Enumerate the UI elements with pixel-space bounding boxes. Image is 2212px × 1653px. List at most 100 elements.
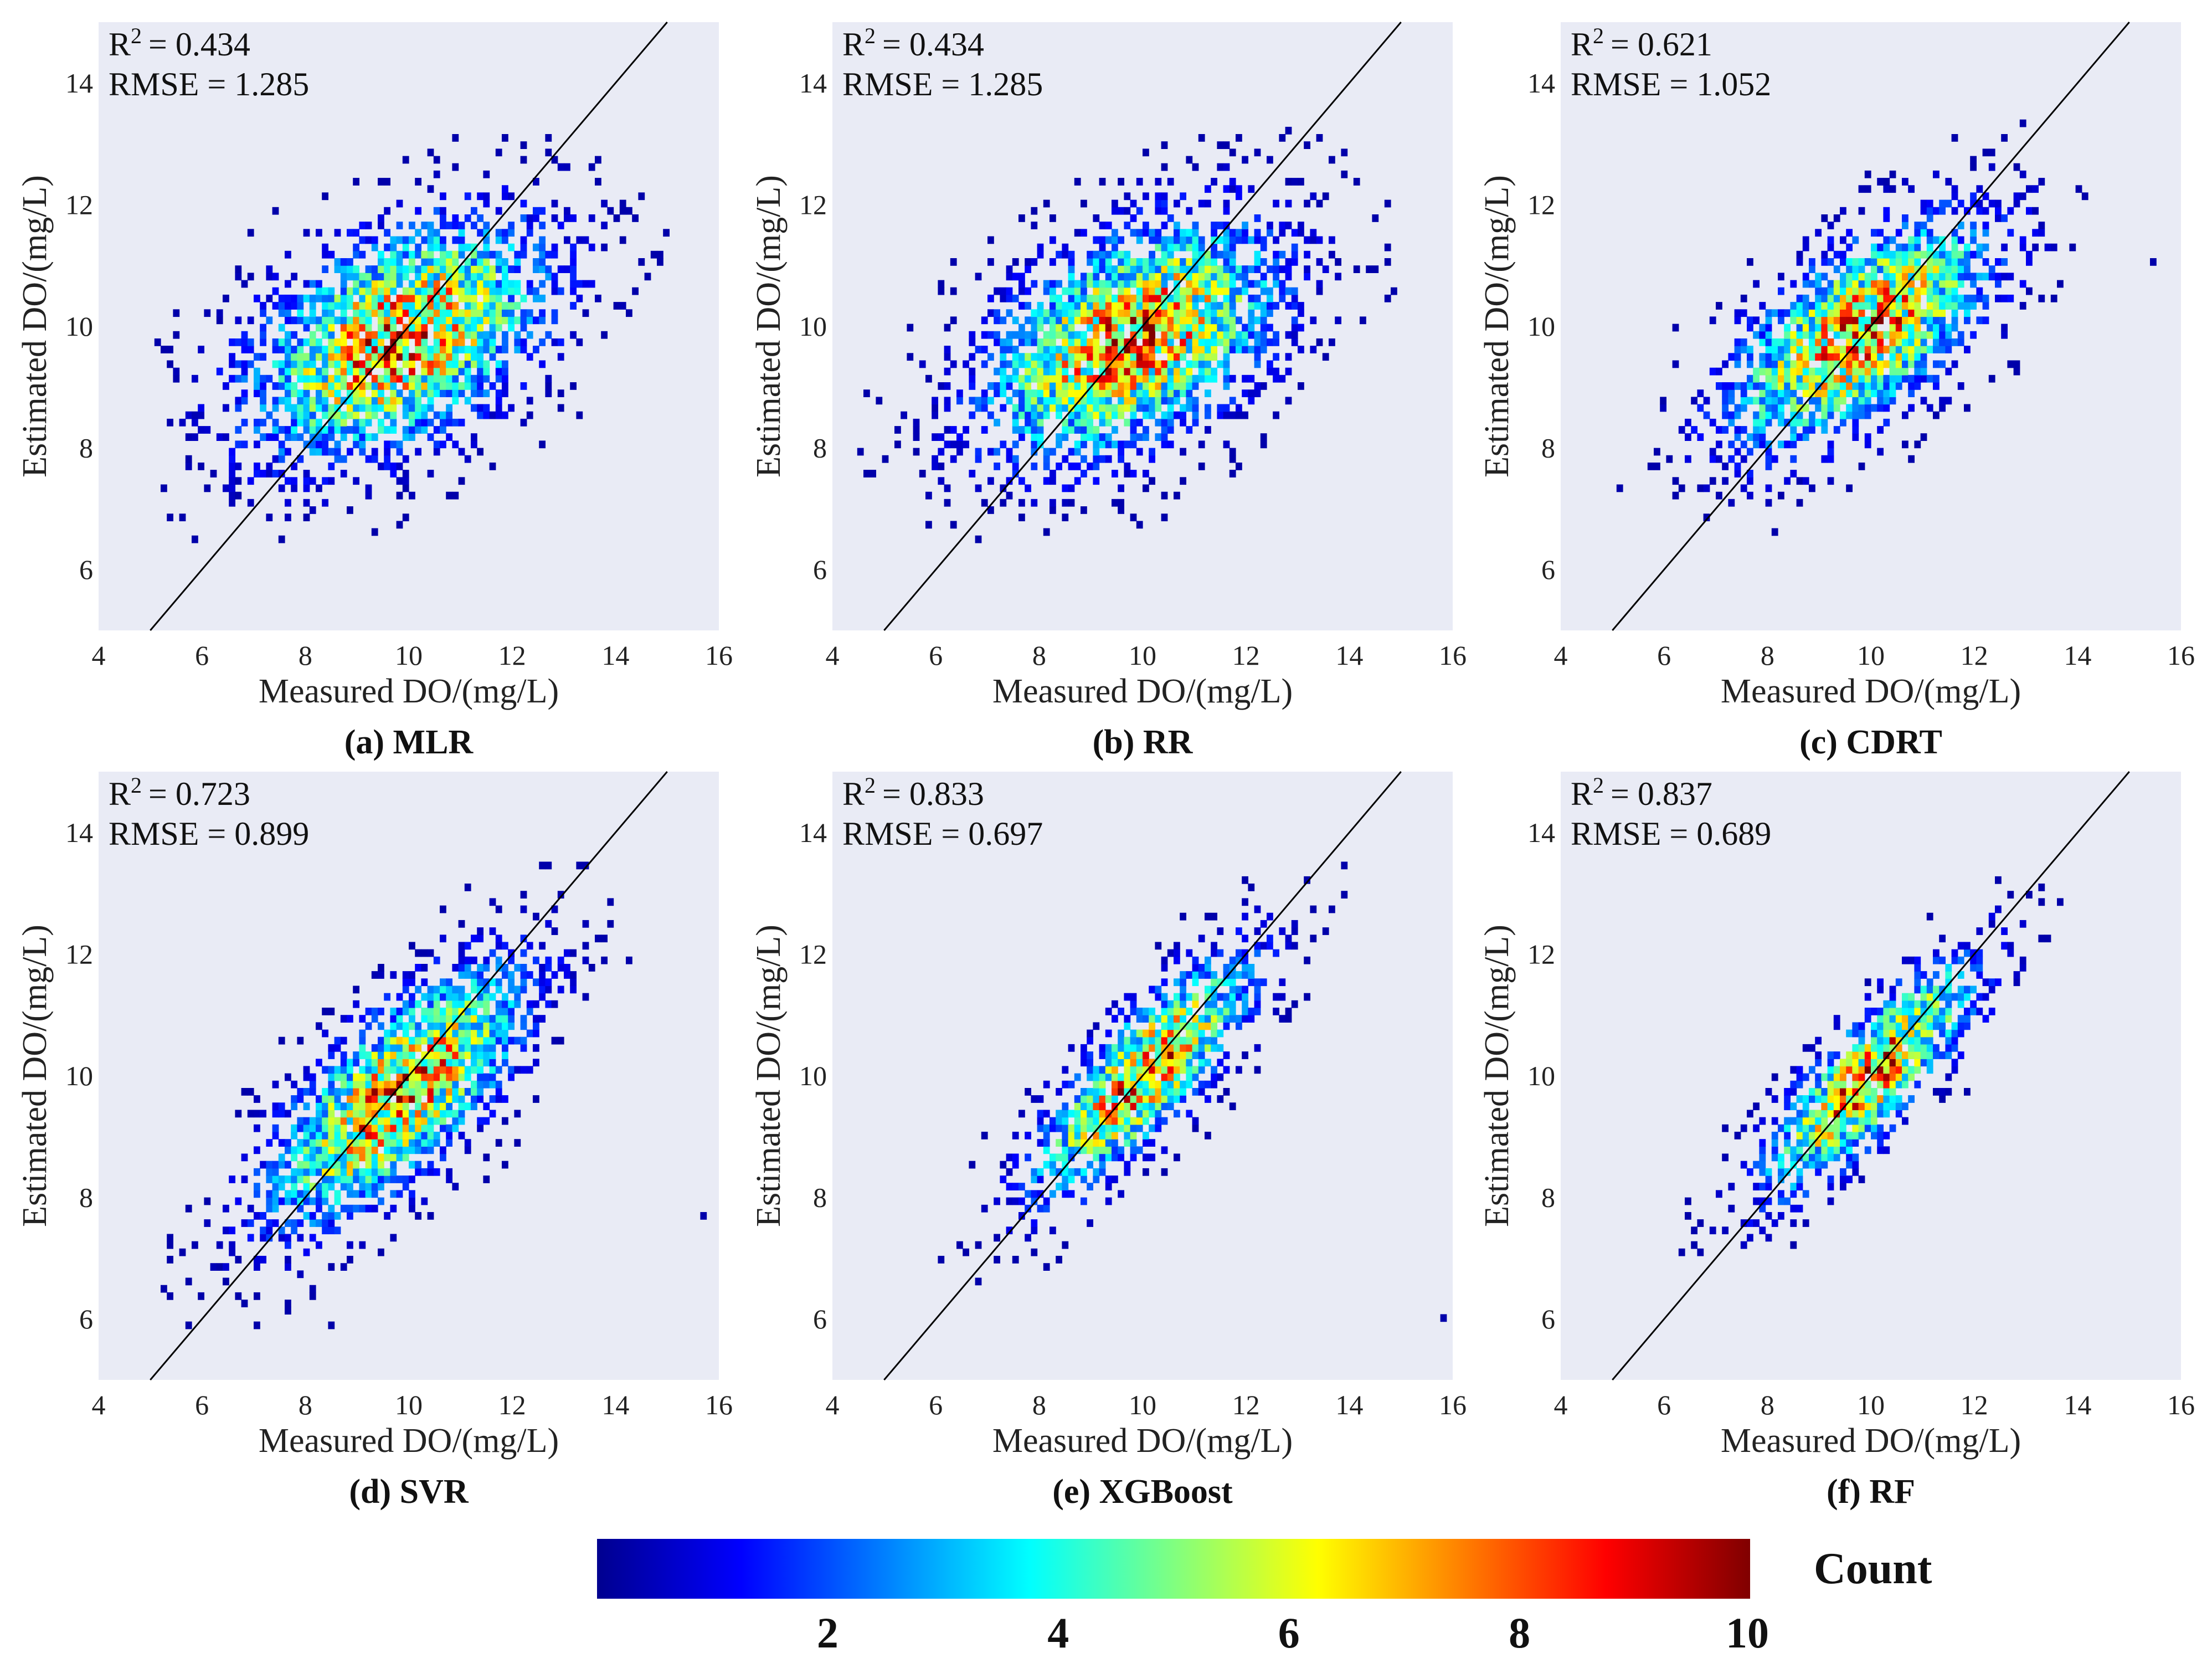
heatmap-cell <box>440 250 446 259</box>
heatmap-cell <box>458 1066 465 1074</box>
heatmap-cell <box>1130 514 1137 521</box>
heatmap-cell <box>1155 294 1162 302</box>
heatmap-cell <box>371 338 378 346</box>
heatmap-cell <box>1198 971 1205 979</box>
heatmap-cell <box>359 1044 366 1052</box>
heatmap-cell <box>1205 265 1211 273</box>
heatmap-cell <box>1081 404 1087 412</box>
heatmap-cell <box>1840 273 1846 281</box>
heatmap-cell <box>483 1036 490 1045</box>
heatmap-cell <box>1155 302 1162 310</box>
heatmap-cell <box>390 382 397 390</box>
heatmap-cell <box>502 1059 508 1067</box>
heatmap-cell <box>1136 404 1143 412</box>
heatmap-cell <box>1895 243 1902 251</box>
heatmap-cell <box>440 411 446 419</box>
heatmap-cell <box>1043 1132 1050 1139</box>
heatmap-cell <box>1161 287 1168 295</box>
heatmap-cell <box>1914 353 1921 361</box>
heatmap-cell <box>359 222 366 229</box>
heatmap-cell <box>285 397 291 405</box>
heatmap-cell <box>1081 316 1087 325</box>
heatmap-cell <box>316 1124 322 1132</box>
heatmap-cell <box>464 1088 471 1096</box>
heatmap-cell <box>1771 455 1778 463</box>
heatmap-cell <box>378 222 384 229</box>
heatmap-cell <box>1043 528 1050 536</box>
heatmap-cell <box>365 346 372 353</box>
heatmap-cell <box>1093 324 1100 332</box>
heatmap-cell <box>1765 418 1772 427</box>
heatmap-cell <box>1858 346 1865 353</box>
heatmap-cell <box>1933 346 1940 353</box>
heatmap-cell <box>1167 1022 1174 1030</box>
heatmap-cell <box>340 1110 347 1118</box>
heatmap-cell <box>384 1153 390 1162</box>
heatmap-cell <box>1217 250 1224 259</box>
heatmap-cell <box>1192 964 1199 972</box>
heatmap-cell <box>2019 236 2026 244</box>
heatmap-cell <box>378 1073 384 1081</box>
heatmap-cell <box>1037 353 1044 361</box>
heatmap-cell <box>1883 287 1890 295</box>
heatmap-cell <box>1192 1044 1199 1052</box>
heatmap-cell <box>1205 1080 1211 1089</box>
heatmap-cell <box>1821 426 1828 434</box>
heatmap-cell <box>489 324 496 332</box>
heatmap-cell <box>1099 1102 1106 1111</box>
heatmap-cell <box>1074 374 1081 383</box>
heatmap-cell <box>1205 1059 1211 1067</box>
heatmap-cell <box>303 294 310 302</box>
heatmap-cell <box>483 287 490 295</box>
heatmap-cell <box>1771 309 1778 317</box>
heatmap-cell <box>477 324 483 332</box>
heatmap-cell <box>1926 324 1933 332</box>
heatmap-cell <box>863 389 870 397</box>
heatmap-cell <box>1198 265 1205 273</box>
heatmap-cell <box>1112 1146 1118 1154</box>
heatmap-cell <box>216 1263 223 1271</box>
heatmap-cell <box>1995 207 2002 215</box>
heatmap-cell <box>204 1197 211 1205</box>
heatmap-cell <box>421 1015 428 1023</box>
heatmap-cell <box>1043 404 1050 412</box>
heatmap-cell <box>1037 346 1044 353</box>
heatmap-cell <box>495 207 502 215</box>
heatmap-cell <box>1672 477 1679 485</box>
heatmap-cell <box>1771 397 1778 405</box>
heatmap-cell <box>1846 346 1853 353</box>
heatmap-cell <box>545 148 552 157</box>
heatmap-cell <box>322 1153 328 1162</box>
heatmap-cell <box>1254 360 1261 368</box>
heatmap-cell <box>2038 294 2045 302</box>
heatmap-cell <box>539 243 546 251</box>
heatmap-cell <box>440 1008 446 1015</box>
heatmap-cell <box>365 324 372 332</box>
heatmap-cell <box>1889 316 1896 325</box>
heatmap-cell <box>956 1241 963 1249</box>
heatmap-cell <box>390 440 397 449</box>
heatmap-cell <box>1025 418 1031 427</box>
heatmap-cell <box>297 1095 304 1103</box>
heatmap-cell <box>285 1234 291 1242</box>
heatmap-cell <box>2075 185 2082 193</box>
heatmap-cell <box>390 324 397 332</box>
heatmap-cell <box>1062 389 1069 397</box>
heatmap-cell <box>328 382 335 390</box>
heatmap-cell <box>1093 250 1100 259</box>
heatmap-cell <box>1105 455 1112 463</box>
heatmap-cell <box>433 956 440 964</box>
heatmap-cell <box>322 1088 328 1096</box>
heatmap-cell <box>1105 1008 1112 1015</box>
heatmap-cell <box>1155 346 1162 353</box>
heatmap-cell <box>371 236 378 244</box>
heatmap-cell <box>508 222 515 229</box>
heatmap-cell <box>1149 1102 1155 1111</box>
heatmap-cell <box>440 316 446 325</box>
heatmap-cell <box>235 316 242 325</box>
heatmap-cell <box>285 448 291 456</box>
heatmap-cell <box>1951 273 1958 281</box>
heatmap-cell <box>1149 1008 1155 1015</box>
heatmap-cell <box>1933 338 1940 346</box>
